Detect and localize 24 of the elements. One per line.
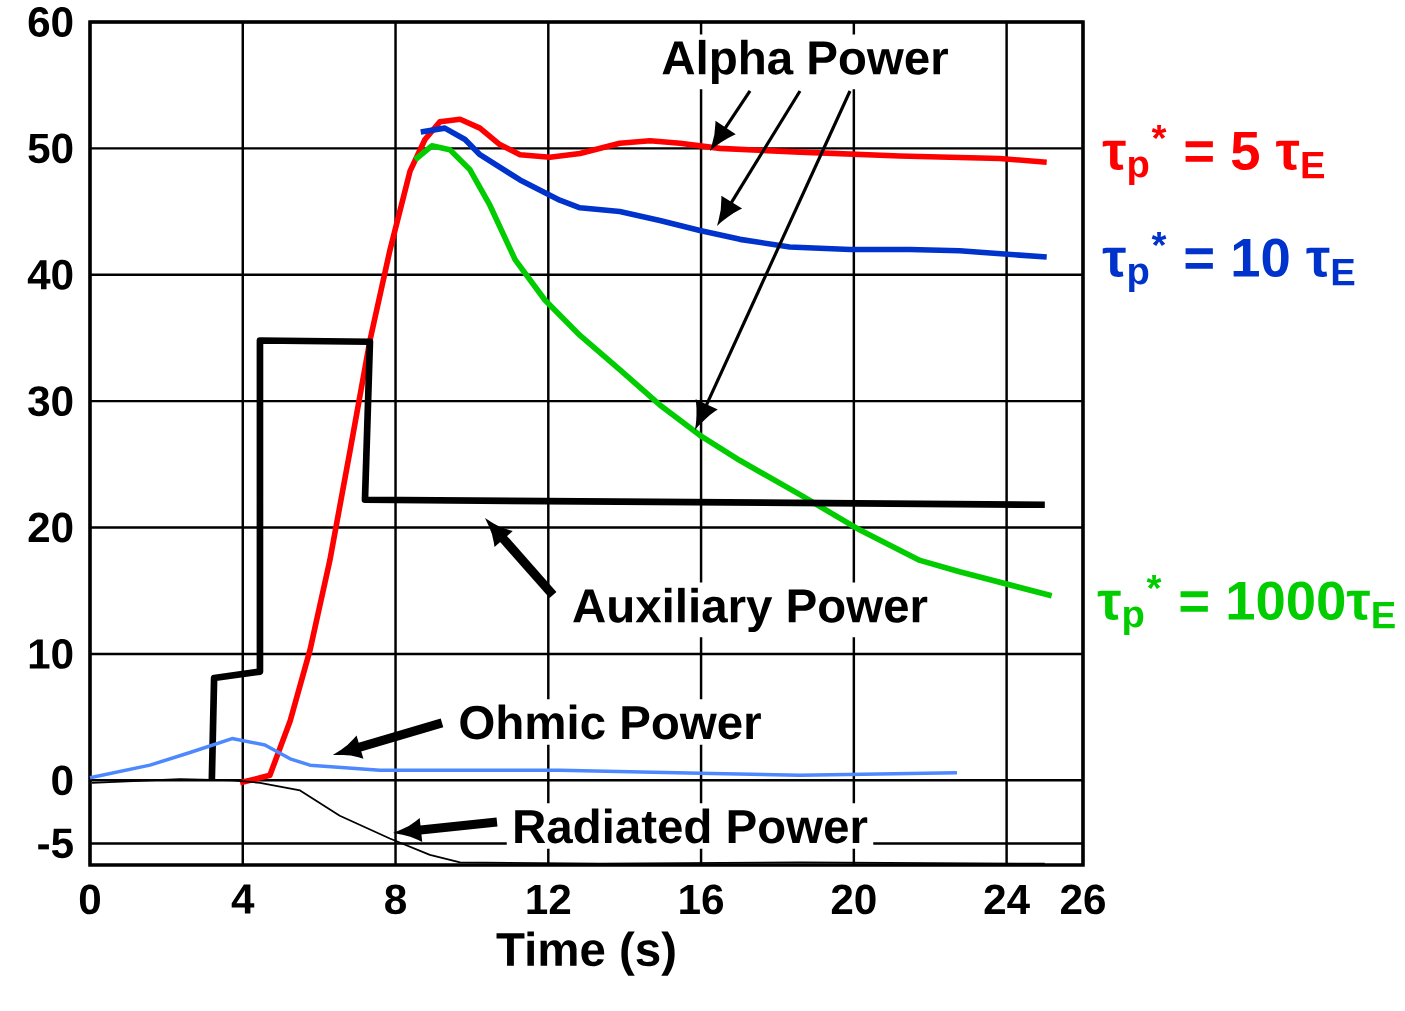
annotation: Radiated Power [515, 808, 868, 844]
x-tick-label: 16 [680, 884, 724, 915]
y-tick-label: 60 [28, 7, 73, 37]
y-tick-label: 20 [28, 512, 73, 543]
y-tick-label: 10 [29, 639, 73, 669]
x-tick-label: 0 [79, 884, 100, 915]
series-label: τ$_{p}$$^{*}$ = 5 τ$_{E}$ [1102, 124, 1324, 186]
y-tick-label: -5 [38, 828, 73, 859]
y-tick-label: 0 [52, 765, 73, 796]
series-label: τ$_{p}$$^{*}$ = 10 τ$_{E}$ [1102, 231, 1355, 293]
y-tick-label: 50 [28, 133, 73, 164]
annotation: Ohmic Power [460, 704, 761, 740]
series-label: τ$_{p}$$^{*}$ = 1000τ$_{E}$ [1097, 574, 1395, 636]
x-tick-label: 20 [831, 884, 876, 915]
x-axis-title: Time (s) [496, 931, 675, 976]
annotation: Alpha Power [662, 39, 948, 85]
x-tick-label: 26 [1061, 884, 1105, 915]
x-tick-label: 12 [527, 884, 571, 914]
x-tick-label: 8 [385, 884, 406, 915]
y-tick-label: 40 [27, 259, 73, 290]
annotation: Auxiliary Power [573, 587, 928, 633]
y-tick-label: 30 [28, 386, 73, 417]
x-tick-label: 24 [984, 884, 1030, 914]
x-tick-label: 4 [231, 884, 255, 914]
